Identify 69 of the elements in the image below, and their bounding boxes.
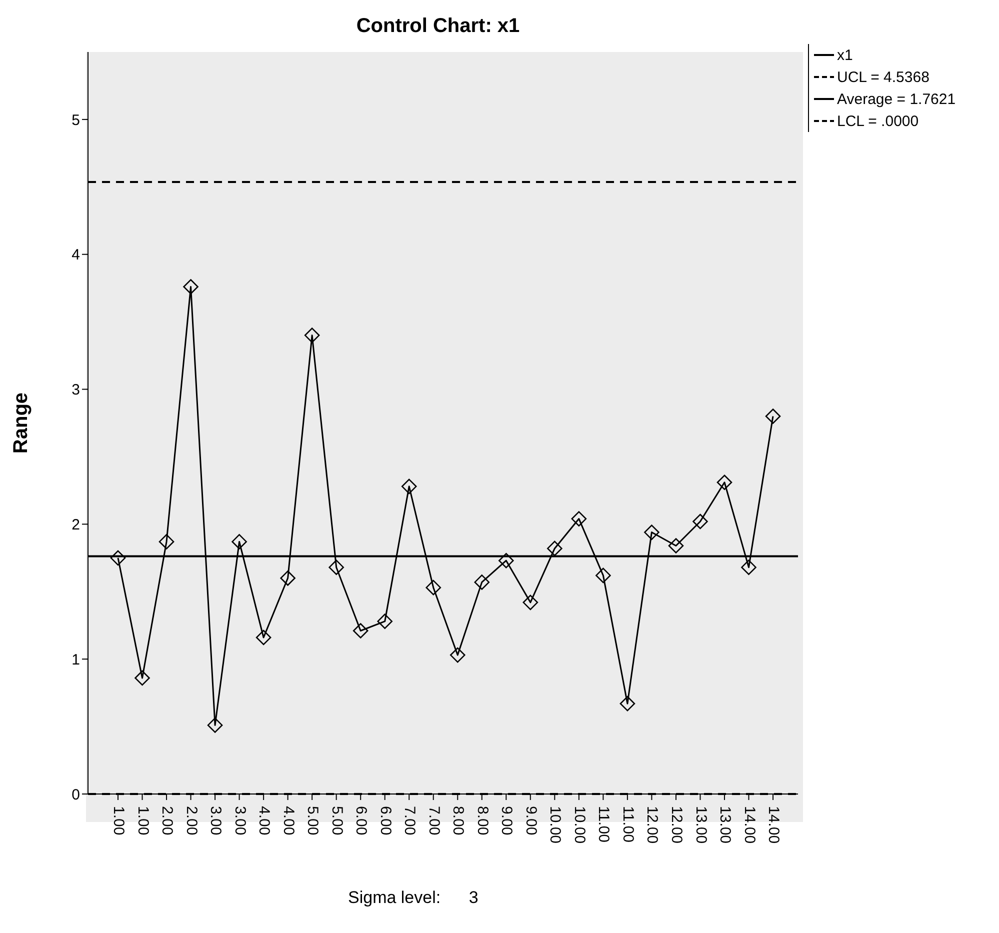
point xyxy=(426,580,442,596)
x-tick-label: 6.00 xyxy=(376,806,394,836)
x-tick-label: 9.00 xyxy=(522,806,540,836)
point xyxy=(280,570,296,586)
point xyxy=(134,670,150,686)
x-tick-label: 5.00 xyxy=(328,806,346,836)
point xyxy=(304,328,320,343)
legend-label: Average = 1.7621 xyxy=(837,90,956,108)
point xyxy=(256,630,272,646)
point xyxy=(110,550,126,566)
y-axis-title: Range xyxy=(10,392,32,454)
chart-title: Control Chart: x1 xyxy=(355,14,521,39)
point xyxy=(741,560,756,576)
point xyxy=(401,478,417,494)
y-tick-label: 5 xyxy=(72,112,80,129)
point xyxy=(158,534,174,550)
x-tick-label: 4.00 xyxy=(256,806,273,836)
legend-label: UCL = 4.5368 xyxy=(837,68,930,86)
x-tick-label: 14.00 xyxy=(740,806,758,844)
x-tick-label: 1.00 xyxy=(134,806,152,836)
x-tick-label: 3.00 xyxy=(207,806,224,836)
x-tick-label: 2.00 xyxy=(182,806,200,836)
point xyxy=(547,540,562,556)
y-tick-label: 4 xyxy=(72,246,80,264)
x-tick-label: 10.00 xyxy=(570,806,588,844)
point xyxy=(596,568,611,584)
x-tick-label: 14.00 xyxy=(765,806,782,844)
point xyxy=(692,514,708,530)
y-tick-label: 1 xyxy=(72,651,80,668)
point xyxy=(522,594,538,610)
point xyxy=(207,718,223,733)
x-tick-label: 5.00 xyxy=(304,806,322,836)
x-tick-label: 8.00 xyxy=(450,806,467,836)
point xyxy=(765,408,781,424)
x-tick-label: 3.00 xyxy=(231,806,248,836)
y-tick-label: 2 xyxy=(72,516,80,534)
point xyxy=(352,623,368,638)
x-tick-label: 1.00 xyxy=(110,806,128,836)
point xyxy=(232,534,247,550)
x-tick-label: 12.00 xyxy=(668,806,685,844)
point xyxy=(571,511,587,526)
point xyxy=(183,279,198,294)
x-tick-label: 7.00 xyxy=(401,806,418,836)
point xyxy=(377,614,392,629)
y-tick-label: 3 xyxy=(72,382,80,399)
x-tick-label: 7.00 xyxy=(425,806,442,836)
point xyxy=(620,696,636,712)
x-tick-label: 8.00 xyxy=(474,806,491,836)
x-tick-label: 6.00 xyxy=(352,806,370,836)
legend-label: x1 xyxy=(837,46,853,64)
point xyxy=(328,560,344,576)
x-tick-label: 9.00 xyxy=(498,806,516,836)
y-tick-label: 0 xyxy=(72,786,80,804)
x-tick-label: 13.00 xyxy=(716,806,734,844)
text: Sigma level: 3 xyxy=(348,888,478,908)
legend-label: LCL = .0000 xyxy=(837,112,919,130)
x-tick-label: 12.00 xyxy=(644,806,661,844)
x-tick-label: 2.00 xyxy=(158,806,176,836)
point xyxy=(668,538,684,554)
x-tick-label: 4.00 xyxy=(280,806,297,836)
x-tick-label: 13.00 xyxy=(692,806,710,844)
point xyxy=(644,524,660,540)
point xyxy=(474,574,490,590)
point xyxy=(498,552,514,568)
x-tick-label: 11.00 xyxy=(619,806,636,842)
x-tick-label: 11.00 xyxy=(595,806,612,842)
point xyxy=(716,474,732,490)
point xyxy=(450,647,466,663)
x-tick-label: 10.00 xyxy=(546,806,564,844)
